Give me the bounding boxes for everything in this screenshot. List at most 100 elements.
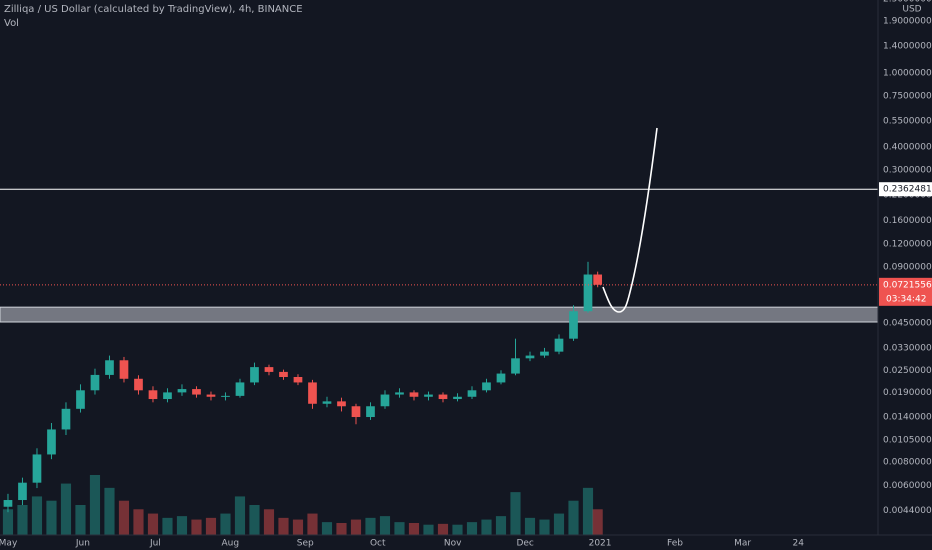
x-tick-label: Dec [516, 539, 533, 549]
x-tick-label: Oct [370, 539, 386, 549]
volume-bar [17, 505, 28, 535]
volume-bar [263, 509, 275, 535]
candle-body [206, 394, 216, 397]
y-tick-label: 0.02500000 [883, 366, 932, 376]
volume-bar [147, 513, 159, 535]
candle-body [540, 351, 549, 356]
volume-bar [394, 522, 405, 535]
volume-bar [582, 487, 594, 535]
candle-body [351, 406, 361, 418]
volume-bar [292, 519, 304, 535]
volume-bar [162, 517, 173, 535]
volume-bar [568, 500, 579, 535]
candle-body [148, 390, 158, 400]
y-tick-label: 1.40000000 [883, 41, 932, 51]
volume-label: Vol [4, 18, 19, 29]
candle-body [409, 392, 419, 397]
support-zone [0, 306, 879, 323]
y-tick-label: 0.16000000 [883, 216, 932, 226]
candle-body [18, 482, 27, 501]
candle-body [438, 394, 448, 400]
candle-body [264, 367, 274, 372]
y-tick-label: 0.01400000 [883, 413, 932, 423]
candle-body [192, 389, 201, 395]
volume-bar [321, 522, 333, 535]
volume-bar [437, 523, 449, 535]
candle-body [395, 392, 404, 395]
last-price-label: 0.07215565 [883, 280, 932, 290]
volume-bar [365, 517, 376, 535]
volume-bar [205, 517, 217, 535]
candle-body [569, 311, 578, 339]
volume-bar [104, 487, 115, 535]
candle-body [467, 390, 477, 397]
y-tick-label: 0.00440000 [883, 506, 932, 516]
x-tick-label: Mar [734, 539, 751, 549]
volume-bar [350, 519, 362, 535]
candle-body [105, 360, 114, 375]
volume-bar [336, 523, 347, 535]
candle-body [163, 392, 172, 400]
volume-bar [495, 516, 507, 535]
last-price-box [879, 277, 932, 306]
x-tick-label: Jul [149, 539, 161, 549]
volume-bar [133, 509, 144, 535]
volume-bar [191, 519, 202, 535]
volume-bar [249, 505, 260, 535]
candle-body [453, 396, 462, 400]
candle-body [76, 390, 85, 409]
volume-bar [307, 513, 318, 535]
volume-bar [75, 505, 86, 535]
candle-body [380, 394, 390, 407]
candle-body [525, 355, 535, 359]
candle-body [511, 358, 520, 374]
volume-bar [379, 516, 391, 535]
y-tick-label: 0.01050000 [883, 436, 932, 446]
y-tick-label: 0.40000000 [883, 142, 932, 152]
x-tick-label: 2021 [589, 539, 612, 549]
y-tick-label: 1.90000000 [883, 17, 932, 27]
currency-label: USD [902, 5, 921, 15]
candle-body [250, 367, 259, 383]
candle-body [90, 374, 100, 391]
x-tick-label: Aug [222, 539, 240, 549]
volume-bar [481, 519, 492, 535]
x-tick-label: May [0, 539, 18, 549]
volume-bar [452, 524, 463, 535]
candle-body [496, 373, 506, 383]
candle-body [279, 371, 288, 377]
candle-body [293, 376, 303, 383]
volume-bar [60, 483, 72, 535]
candle-body [482, 382, 491, 391]
candle-body [554, 338, 564, 352]
volume-bar [118, 500, 130, 535]
x-tick-label: Feb [667, 539, 683, 549]
candle-body [3, 500, 13, 507]
y-tick-label: 0.00600000 [883, 481, 932, 491]
y-tick-label: 0.75000000 [883, 92, 932, 102]
forecast-drawing [602, 127, 658, 313]
volume-bar [2, 509, 14, 535]
y-tick-label: 0.01900000 [883, 388, 932, 398]
candle-body [337, 401, 346, 407]
candle-body [32, 454, 42, 483]
candle-body [47, 429, 56, 455]
candle-body [583, 274, 593, 312]
candle-body [134, 378, 143, 391]
volume-bar [408, 523, 420, 535]
candle-body [322, 401, 332, 404]
plot-area [0, 188, 879, 535]
y-tick-label: 0.12000000 [883, 239, 932, 249]
x-tick-label: Sep [297, 539, 314, 549]
volume-bar [592, 509, 603, 535]
volume-bar [176, 516, 188, 535]
candle-body [235, 382, 245, 396]
volume-bar [278, 517, 289, 535]
candle-body [177, 389, 187, 393]
chart-title: Zilliqa / US Dollar (calculated by Tradi… [4, 4, 303, 15]
price-label-box [879, 182, 932, 197]
volume-bar [466, 522, 478, 535]
countdown-label: 03:34:42 [886, 294, 926, 304]
